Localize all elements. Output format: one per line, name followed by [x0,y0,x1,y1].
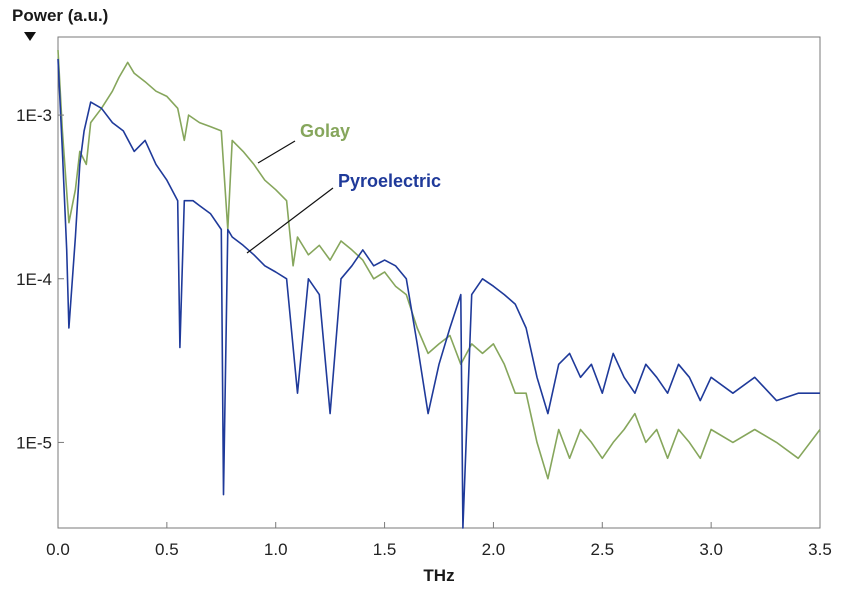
pyroelectric-series-label: Pyroelectric [338,171,441,191]
x-tick-label: 3.0 [699,540,723,559]
y-tick-label: 1E-3 [16,106,52,125]
x-tick-label: 0.5 [155,540,179,559]
plot-area [57,36,821,529]
y-axis-arrow-icon [24,32,36,41]
x-axis-title: THz [423,566,454,585]
golay-series-label: Golay [300,121,350,141]
x-tick-label: 1.0 [264,540,288,559]
x-tick-label: 1.5 [373,540,397,559]
series-layer [57,49,821,529]
x-tick-label: 2.0 [482,540,506,559]
y-tick-label: 1E-5 [16,433,52,452]
series-line-pyroelectric [57,58,820,529]
y-tick-label: 1E-4 [16,270,52,289]
x-tick-label: 0.0 [46,540,70,559]
y-axis-title: Power (a.u.) [12,6,108,25]
tick-layer: 0.0 0.5 1.0 1.5 2.0 2.5 3.0 3.5 1E-3 1E-4 1E-5 [16,106,832,559]
x-tick-label: 2.5 [590,540,614,559]
x-tick-label: 3.5 [808,540,832,559]
golay-leader-line [257,140,296,164]
pyroelectric-leader-line [246,187,334,254]
series-line-golay [57,49,821,480]
